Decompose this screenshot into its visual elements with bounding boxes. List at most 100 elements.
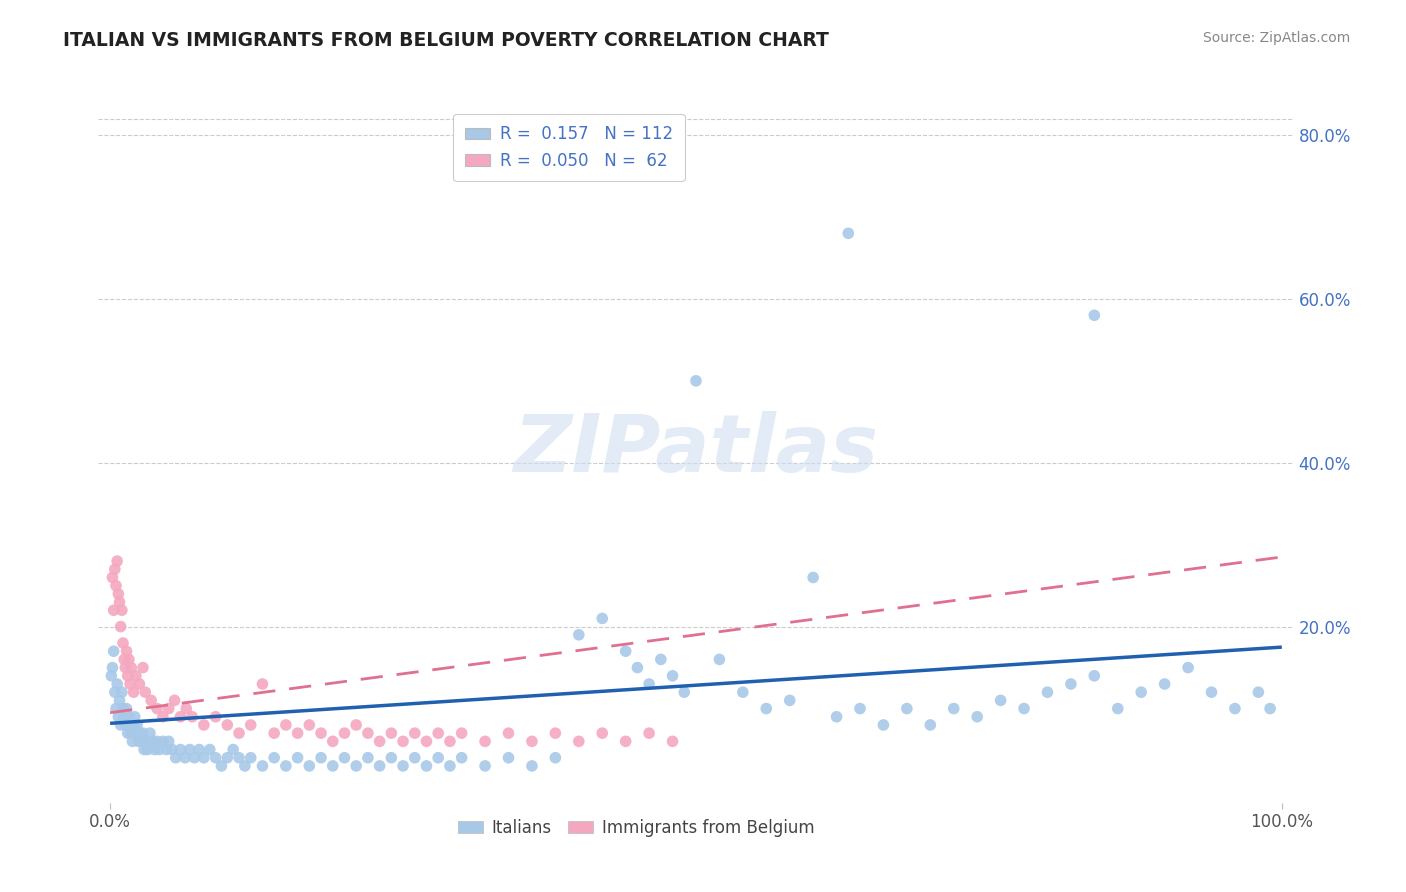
- Point: [544, 750, 567, 764]
- Point: [252, 759, 274, 773]
- Point: [120, 718, 141, 732]
- Point: [118, 710, 141, 724]
- Point: [661, 734, 683, 748]
- Text: ITALIAN VS IMMIGRANTS FROM BELGIUM POVERTY CORRELATION CHART: ITALIAN VS IMMIGRANTS FROM BELGIUM POVER…: [63, 31, 830, 50]
- Point: [228, 726, 250, 740]
- Point: [141, 734, 163, 748]
- Point: [333, 750, 356, 764]
- Point: [125, 669, 148, 683]
- Point: [626, 660, 648, 674]
- Point: [115, 644, 138, 658]
- Point: [107, 587, 129, 601]
- Point: [357, 750, 380, 764]
- Point: [122, 685, 145, 699]
- Point: [368, 759, 391, 773]
- Point: [392, 734, 415, 748]
- Point: [233, 759, 256, 773]
- Point: [110, 718, 132, 732]
- Point: [121, 734, 143, 748]
- Point: [1247, 685, 1270, 699]
- Point: [117, 726, 139, 740]
- Point: [110, 619, 132, 633]
- Point: [274, 718, 297, 732]
- Point: [274, 759, 297, 773]
- Point: [380, 750, 402, 764]
- Point: [661, 669, 683, 683]
- Point: [404, 726, 426, 740]
- Point: [111, 603, 134, 617]
- Point: [427, 726, 450, 740]
- Point: [134, 685, 156, 699]
- Point: [146, 734, 169, 748]
- Point: [990, 693, 1012, 707]
- Point: [169, 742, 191, 756]
- Point: [427, 750, 450, 764]
- Point: [100, 669, 122, 683]
- Point: [309, 726, 332, 740]
- Point: [204, 710, 226, 724]
- Point: [439, 759, 461, 773]
- Point: [112, 636, 135, 650]
- Point: [152, 734, 174, 748]
- Point: [392, 759, 415, 773]
- Point: [614, 734, 637, 748]
- Legend: Italians, Immigrants from Belgium: Italians, Immigrants from Belgium: [451, 813, 821, 844]
- Point: [1130, 685, 1153, 699]
- Point: [474, 759, 496, 773]
- Point: [685, 374, 707, 388]
- Point: [1223, 701, 1246, 715]
- Point: [498, 750, 520, 764]
- Point: [107, 710, 129, 724]
- Point: [849, 701, 872, 715]
- Point: [114, 660, 136, 674]
- Point: [155, 742, 177, 756]
- Point: [134, 734, 156, 748]
- Point: [169, 710, 191, 724]
- Text: ZIPatlas: ZIPatlas: [513, 411, 879, 490]
- Point: [125, 726, 148, 740]
- Point: [157, 701, 180, 715]
- Point: [638, 677, 661, 691]
- Point: [1201, 685, 1223, 699]
- Point: [179, 742, 201, 756]
- Point: [101, 570, 124, 584]
- Point: [163, 693, 186, 707]
- Point: [544, 726, 567, 740]
- Point: [474, 734, 496, 748]
- Point: [105, 579, 128, 593]
- Point: [1153, 677, 1175, 691]
- Point: [104, 562, 127, 576]
- Point: [141, 693, 163, 707]
- Point: [415, 759, 437, 773]
- Point: [568, 628, 591, 642]
- Point: [174, 750, 197, 764]
- Point: [131, 734, 153, 748]
- Point: [124, 710, 146, 724]
- Point: [128, 726, 150, 740]
- Point: [520, 759, 543, 773]
- Point: [228, 750, 250, 764]
- Point: [120, 660, 142, 674]
- Point: [322, 759, 344, 773]
- Point: [132, 660, 155, 674]
- Point: [217, 718, 239, 732]
- Point: [731, 685, 754, 699]
- Point: [146, 701, 169, 715]
- Point: [120, 677, 141, 691]
- Point: [136, 742, 159, 756]
- Point: [117, 669, 139, 683]
- Point: [322, 734, 344, 748]
- Point: [344, 718, 367, 732]
- Point: [450, 726, 472, 740]
- Point: [942, 701, 965, 715]
- Point: [368, 734, 391, 748]
- Point: [825, 710, 848, 724]
- Point: [108, 693, 131, 707]
- Point: [198, 742, 221, 756]
- Point: [112, 652, 135, 666]
- Point: [263, 726, 285, 740]
- Point: [298, 718, 321, 732]
- Point: [333, 726, 356, 740]
- Point: [591, 611, 613, 625]
- Point: [1083, 308, 1105, 322]
